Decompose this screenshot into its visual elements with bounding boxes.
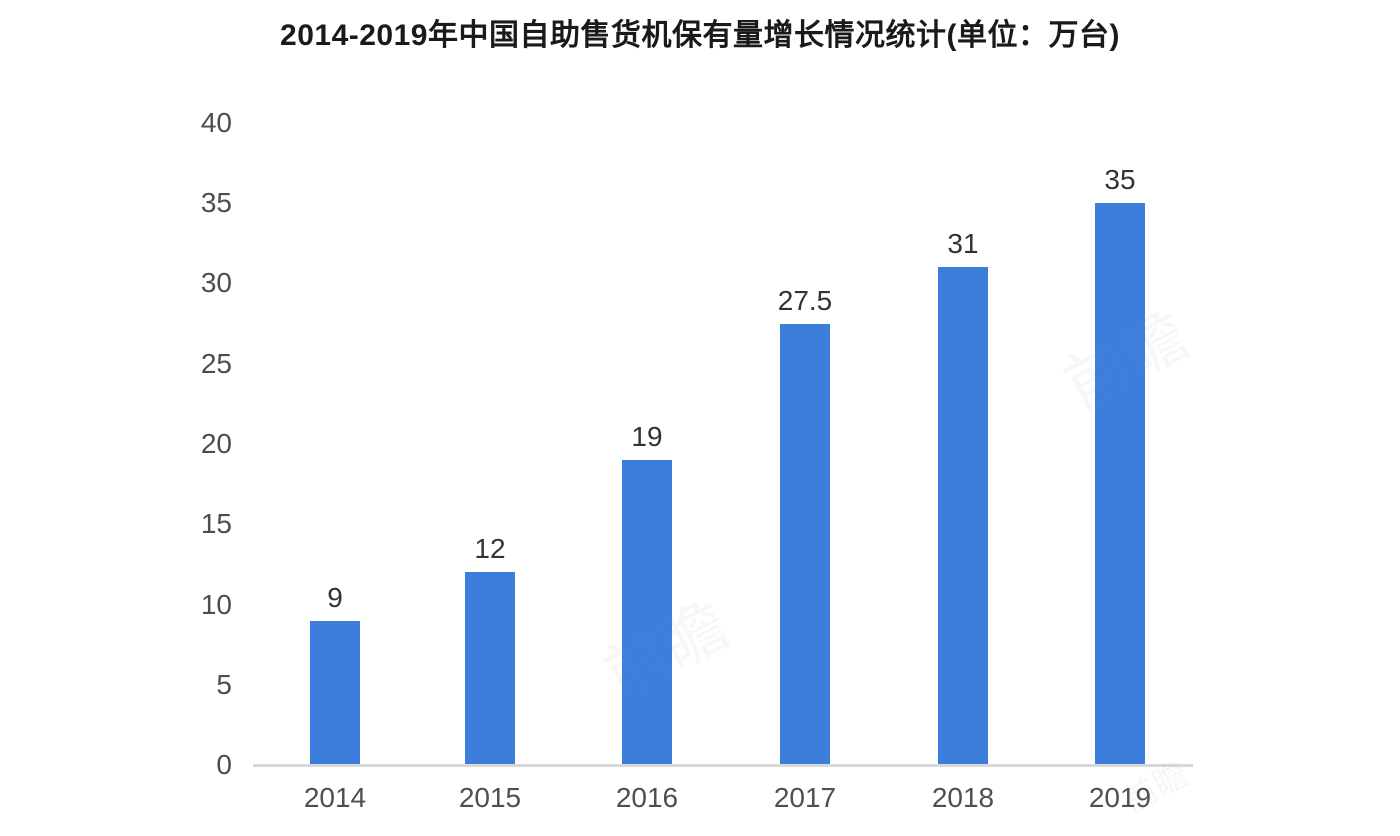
x-tick-label: 2016 — [615, 782, 679, 813]
x-tick-label: 2015 — [458, 782, 522, 813]
bar-2015 — [465, 572, 515, 765]
bar-2014 — [310, 621, 360, 765]
y-tick-label: 20 — [200, 428, 232, 459]
bar-2016 — [622, 460, 672, 765]
y-tick-label: 30 — [200, 267, 232, 298]
bar-group-2015: 12 — [465, 533, 515, 765]
x-tick-label: 2019 — [1088, 782, 1152, 813]
x-axis-line — [253, 764, 1193, 767]
x-tick-label: 2017 — [773, 782, 837, 813]
bar-group-2014: 9 — [310, 582, 360, 765]
bar-value-label: 35 — [1104, 164, 1136, 195]
bar-value-label: 27.5 — [777, 285, 833, 316]
bar-group-2016: 19 — [622, 421, 672, 765]
chart-title: 2014-2019年中国自助售货机保有量增长情况统计(单位：万台) — [280, 19, 1120, 52]
bar-value-label: 9 — [327, 582, 343, 613]
x-tick-label: 2018 — [931, 782, 995, 813]
bar-2019 — [1095, 203, 1145, 765]
bar-group-2019: 35 — [1095, 164, 1145, 765]
x-tick-label: 2014 — [303, 782, 367, 813]
y-tick-label: 35 — [200, 187, 232, 218]
y-tick-label: 15 — [200, 508, 232, 539]
y-tick-label: 25 — [200, 348, 232, 379]
bar-group-2018: 31 — [938, 228, 988, 765]
bar-value-label: 31 — [947, 228, 979, 259]
y-tick-label: 10 — [200, 589, 232, 620]
bar-value-label: 19 — [631, 421, 663, 452]
bar-2017 — [780, 324, 830, 765]
bar-value-label: 12 — [474, 533, 506, 564]
bar-group-2017: 27.5 — [777, 285, 833, 765]
y-tick-label: 40 — [200, 107, 232, 138]
y-tick-label: 5 — [216, 669, 232, 700]
bar-2018 — [938, 267, 988, 765]
y-tick-label: 0 — [216, 749, 232, 780]
